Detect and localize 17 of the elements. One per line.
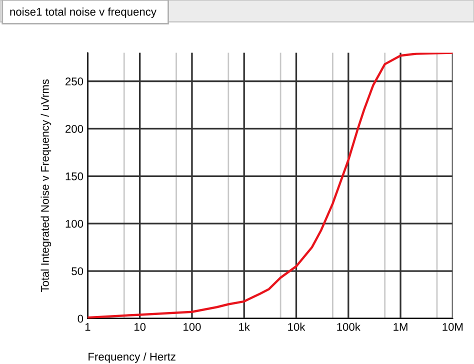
- x-tick-label: 10k: [288, 322, 306, 331]
- y-tick-label: 100: [66, 220, 84, 228]
- chart-title: noise1 total noise v frequency: [10, 8, 156, 18]
- x-axis-title: Frequency / Hertz: [88, 352, 176, 363]
- x-tick-label: 100k: [337, 322, 360, 331]
- x-tick-label: 10M: [442, 322, 463, 331]
- x-tick-label: 10: [134, 322, 146, 331]
- y-tick-label: 200: [66, 124, 84, 133]
- x-tick-label: 100: [184, 322, 201, 331]
- x-tick-label: 1M: [394, 323, 408, 331]
- y-tick-label: 0: [78, 314, 84, 323]
- y-tick-label: 50: [72, 267, 84, 276]
- y-tick-label: 250: [66, 78, 84, 86]
- y-axis-title: Total Integrated Noise v Frequency / uVrms: [40, 79, 52, 292]
- x-tick-label: 1: [85, 323, 90, 331]
- y-tick-label: 150: [66, 172, 84, 180]
- x-tick-label: 1k: [239, 322, 250, 331]
